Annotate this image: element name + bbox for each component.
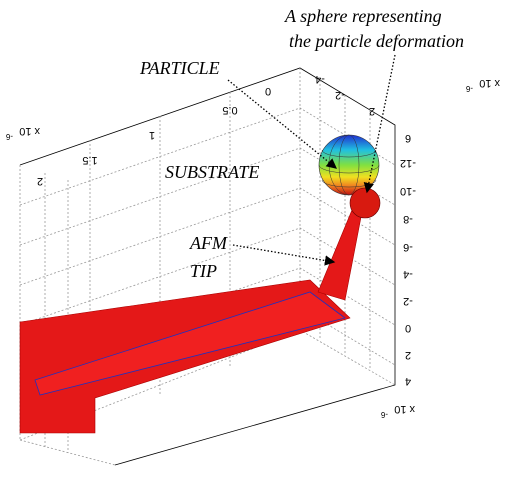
- annotation: PARTICLE: [139, 58, 220, 78]
- tick-label: -6: [403, 241, 413, 253]
- annotation: AFM: [189, 233, 228, 253]
- tick-label: 4: [405, 375, 411, 387]
- exponent-base: x 10: [479, 77, 500, 89]
- exponent-power: -6: [380, 410, 388, 419]
- exponent-base: x 10: [19, 125, 40, 137]
- tick-label: -10: [400, 185, 416, 197]
- tick-label: -4: [315, 73, 325, 85]
- annotation: SUBSTRATE: [165, 162, 259, 182]
- tick-label: 2: [405, 349, 411, 361]
- axis-exponent: x 10 -6: [5, 125, 40, 141]
- tick-label: 0: [265, 85, 271, 97]
- exponent-power: -6: [5, 132, 13, 141]
- tick-label: -12: [400, 157, 416, 169]
- tick-label: -8: [403, 213, 413, 225]
- tick-label: 2: [369, 105, 375, 117]
- annotation: A sphere representing: [284, 6, 442, 26]
- tick-label: 6: [405, 132, 411, 144]
- figure: A sphere representing the particle defor…: [0, 0, 528, 489]
- axis-exponent: x 10 -6: [380, 403, 415, 419]
- axis-exponent: x 10 -6: [465, 77, 500, 93]
- exponent-power: -6: [465, 84, 473, 93]
- tick-label: -4: [403, 268, 413, 280]
- annotation: TIP: [190, 261, 217, 281]
- tick-label: 1.5: [82, 154, 97, 166]
- tick-label: 0.5: [222, 104, 237, 116]
- tick-label: -2: [335, 89, 345, 101]
- tick-label: 0: [405, 322, 411, 334]
- exponent-base: x 10: [394, 403, 415, 415]
- tick-label: 1: [149, 129, 155, 141]
- annotation: the particle deformation: [289, 31, 464, 51]
- tick-label: 2: [37, 175, 43, 187]
- particle-sphere: [319, 135, 380, 218]
- tick-label: -2: [403, 295, 413, 307]
